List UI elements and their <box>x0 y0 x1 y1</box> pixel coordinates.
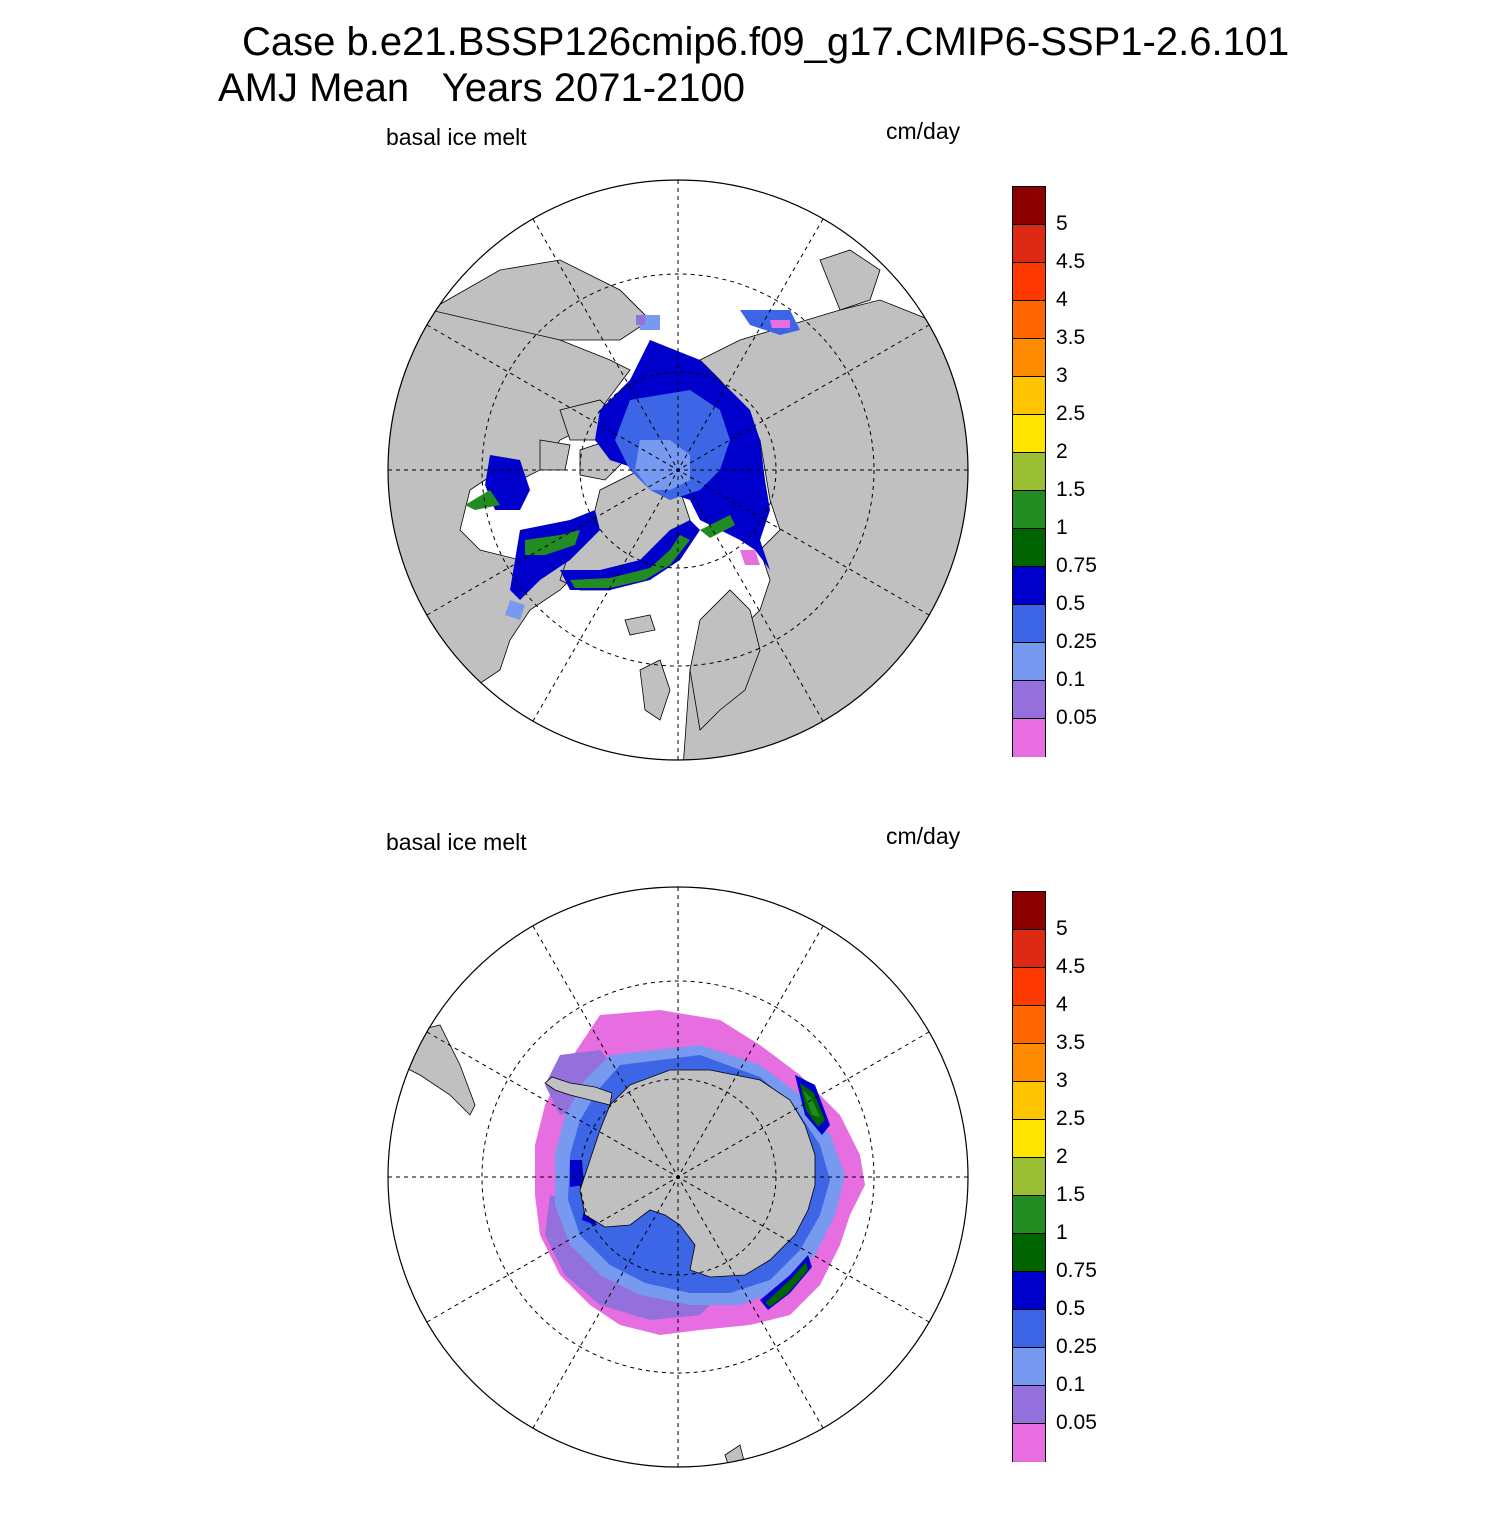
colorbar-swatch <box>1012 1081 1046 1120</box>
colorbar-tick-label: 1.5 <box>1056 478 1086 501</box>
colorbar-swatch <box>1012 452 1046 491</box>
colorbar-swatch <box>1012 1423 1046 1462</box>
panel-left-label: basal ice melt <box>386 124 527 150</box>
colorbar-tick-label: 4 <box>1056 288 1068 311</box>
colorbar-tick-label: 2 <box>1056 1145 1068 1168</box>
panel-units-label: cm/day <box>886 823 961 849</box>
colorbar-swatch <box>1012 1271 1046 1310</box>
colorbar-tick-label: 3.5 <box>1056 326 1086 349</box>
colorbar-swatch <box>1012 1195 1046 1234</box>
colorbar-tick-label: 0.25 <box>1056 1335 1097 1358</box>
south-map-border <box>387 886 969 1468</box>
colorbar-tick-label: 3 <box>1056 364 1068 387</box>
colorbar-swatch <box>1012 1347 1046 1386</box>
colorbar-swatch <box>1012 642 1046 681</box>
colorbar-swatch <box>1012 338 1046 377</box>
colorbar-swatch <box>1012 262 1046 301</box>
north-polar-map <box>387 179 969 761</box>
colorbar-tick-label: 5 <box>1056 917 1068 940</box>
colorbar-swatch <box>1012 566 1046 605</box>
colorbar-tick-label: 4.5 <box>1056 955 1086 978</box>
colorbar-swatch <box>1012 1119 1046 1158</box>
south-polar-map <box>387 886 969 1468</box>
south-colorbar: 5 4.5 4 3.5 3 2.5 2 1.5 1 0.75 0.5 0.25 0.1 0.05 <box>1012 891 1097 1462</box>
colorbar-swatch <box>1012 528 1046 567</box>
colorbar-tick-label: 3 <box>1056 1069 1068 1092</box>
colorbar-swatch <box>1012 490 1046 529</box>
colorbar-tick-label: 1 <box>1056 1221 1068 1244</box>
north-colorbar: 5 4.5 4 3.5 3 2.5 2 1.5 1 0.75 0.5 0.25 0.1 0.05 <box>1012 186 1097 757</box>
colorbar-tick-label: 0.1 <box>1056 668 1086 691</box>
colorbar-swatch <box>1012 967 1046 1006</box>
colorbar-swatch <box>1012 376 1046 415</box>
north-graticule <box>388 180 968 760</box>
colorbar-tick-label: 0.75 <box>1056 554 1097 577</box>
north-map-border <box>387 179 969 761</box>
colorbar-swatch <box>1012 186 1046 225</box>
north-ice-melt-field <box>465 310 800 620</box>
colorbar-tick-label: 2.5 <box>1056 1107 1086 1130</box>
colorbar-swatch <box>1012 718 1046 757</box>
figure-title-line-1: Case b.e21.BSSP126cmip6.f09_g17.CMIP6-SS… <box>242 20 1290 64</box>
colorbar-tick-label: 0.5 <box>1056 1297 1086 1320</box>
colorbar-tick-label: 0.75 <box>1056 1259 1097 1282</box>
colorbar-swatch <box>1012 680 1046 719</box>
colorbar-tick-label: 2.5 <box>1056 402 1086 425</box>
colorbar-tick-label: 0.25 <box>1056 630 1097 653</box>
colorbar-swatch <box>1012 224 1046 263</box>
panel-units-label: cm/day <box>886 118 961 144</box>
colorbar-swatch <box>1012 929 1046 968</box>
panel-left-label: basal ice melt <box>386 829 527 855</box>
north-polar-panel: basal ice melt cm/day <box>0 110 1500 810</box>
south-polar-panel: basal ice melt cm/day <box>0 815 1500 1515</box>
colorbar-tick-label: 0.5 <box>1056 592 1086 615</box>
colorbar-swatch <box>1012 1157 1046 1196</box>
colorbar-tick-label: 4 <box>1056 993 1068 1016</box>
colorbar-swatch <box>1012 1043 1046 1082</box>
colorbar-tick-label: 0.1 <box>1056 1373 1086 1396</box>
colorbar-tick-label: 0.05 <box>1056 1411 1097 1434</box>
colorbar-tick-label: 1 <box>1056 516 1068 539</box>
south-graticule <box>388 887 968 1467</box>
colorbar-swatch <box>1012 414 1046 453</box>
colorbar-tick-label: 1.5 <box>1056 1183 1086 1206</box>
colorbar-tick-label: 2 <box>1056 440 1068 463</box>
colorbar-tick-label: 4.5 <box>1056 250 1086 273</box>
colorbar-swatch <box>1012 891 1046 930</box>
colorbar-tick-label: 5 <box>1056 212 1068 235</box>
colorbar-tick-label: 0.05 <box>1056 706 1097 729</box>
colorbar-tick-label: 3.5 <box>1056 1031 1086 1054</box>
colorbar-swatch <box>1012 300 1046 339</box>
colorbar-swatch <box>1012 1233 1046 1272</box>
colorbar-swatch <box>1012 604 1046 643</box>
figure-title-line-2: AMJ Mean Years 2071-2100 <box>218 66 746 110</box>
colorbar-swatch <box>1012 1309 1046 1348</box>
colorbar-swatch <box>1012 1005 1046 1044</box>
colorbar-swatch <box>1012 1385 1046 1424</box>
